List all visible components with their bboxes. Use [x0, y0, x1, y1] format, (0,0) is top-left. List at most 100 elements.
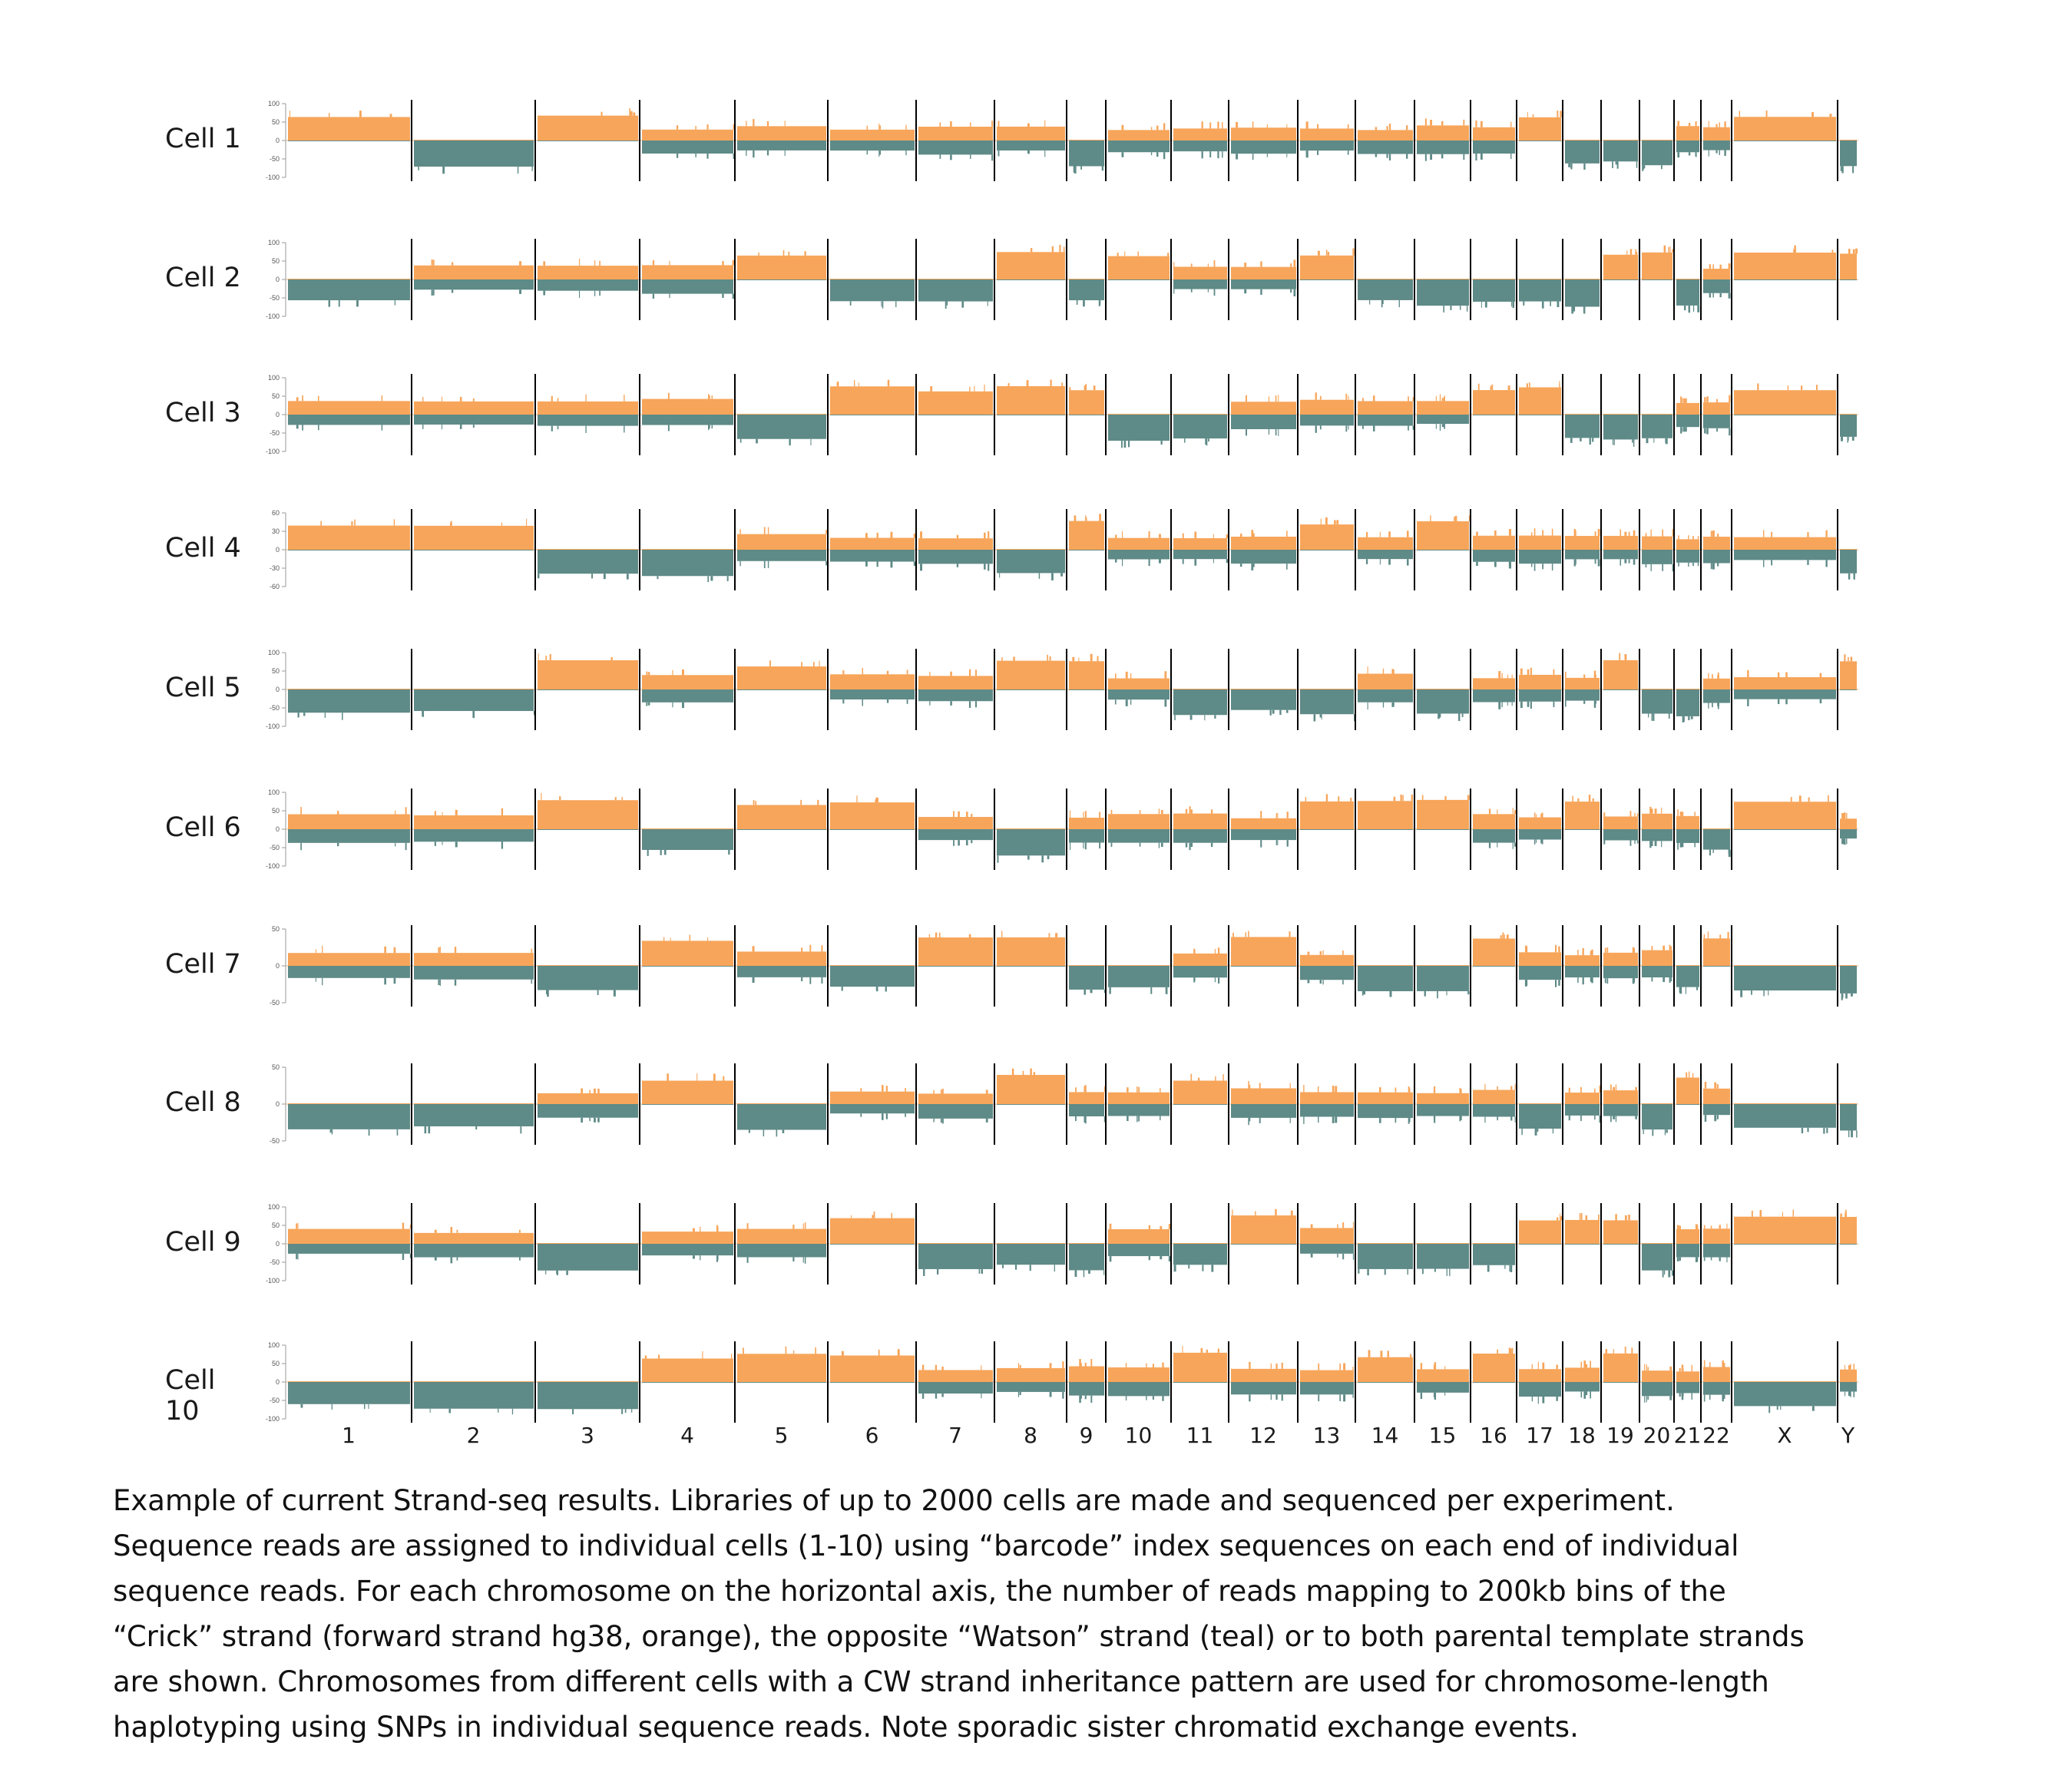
crick-bin — [1669, 246, 1671, 253]
watson-bin — [1156, 152, 1159, 157]
watson-bin — [1342, 1253, 1345, 1260]
crick-bin — [1378, 1087, 1381, 1093]
watson-bin — [1844, 838, 1846, 845]
crick-bin — [1645, 533, 1647, 537]
watson-bin — [1848, 573, 1851, 580]
crick-bar — [737, 255, 826, 279]
crick-bin — [1501, 673, 1503, 679]
crick-bin — [1375, 127, 1378, 131]
crick-bin — [1604, 947, 1606, 953]
crick-bin — [1275, 1208, 1277, 1216]
crick-bin — [1628, 531, 1630, 536]
watson-bin — [1537, 1397, 1539, 1404]
crick-bin — [1444, 1366, 1446, 1370]
watson-bar — [642, 279, 733, 294]
watson-bin — [1318, 1394, 1320, 1402]
watson-bar — [1231, 141, 1296, 154]
watson-bar — [414, 141, 534, 167]
crick-bin — [1061, 382, 1064, 386]
crick-bin — [802, 1223, 804, 1229]
crick-bin — [1613, 1086, 1616, 1091]
crick-bin — [1406, 125, 1408, 131]
crick-bar — [1519, 674, 1561, 689]
crick-bin — [1001, 931, 1003, 937]
watson-bin — [1580, 1115, 1582, 1122]
watson-bin — [789, 438, 791, 446]
watson-bin — [1204, 715, 1206, 721]
watson-bar — [642, 141, 733, 154]
watson-bin — [531, 167, 533, 171]
watson-bin — [1162, 1396, 1164, 1401]
crick-bin — [1510, 121, 1512, 127]
watson-bar — [538, 415, 638, 426]
y-tick-label: 100 — [268, 374, 280, 382]
crick-bin — [1520, 668, 1523, 675]
watson-bin — [1643, 165, 1646, 169]
crick-bin — [1033, 1072, 1036, 1076]
crick-bin — [1468, 515, 1471, 521]
crick-bin — [1663, 245, 1666, 253]
watson-bin — [1184, 438, 1186, 443]
watson-bin — [1594, 1115, 1596, 1120]
watson-bin — [1628, 559, 1630, 564]
cell-label: Cell 8 — [165, 1087, 241, 1118]
watson-bar — [1519, 279, 1561, 302]
watson-bin — [1841, 436, 1844, 441]
chromosome-label: 11 — [1186, 1423, 1214, 1448]
crick-bin — [1716, 398, 1718, 403]
crick-bin — [1585, 1215, 1588, 1220]
watson-bar — [642, 1382, 733, 1383]
cell-label: Cell 5 — [165, 673, 241, 703]
crick-bar — [1642, 1103, 1672, 1104]
crick-bin — [1510, 1348, 1512, 1354]
chromosome-label: 4 — [680, 1423, 694, 1448]
crick-bin — [1017, 1363, 1020, 1368]
crick-bin — [1497, 1086, 1498, 1090]
watson-bin — [1209, 151, 1212, 158]
watson-bin — [613, 990, 616, 997]
crick-bar — [1734, 965, 1836, 966]
crick-bin — [1197, 1077, 1200, 1081]
crick-bin — [1615, 1214, 1617, 1221]
crick-bin — [1379, 531, 1381, 537]
watson-bin — [1801, 1127, 1804, 1134]
watson-bar — [1676, 1244, 1699, 1258]
watson-bin — [322, 977, 323, 986]
crick-bin — [1530, 532, 1533, 536]
crick-bin — [695, 125, 696, 130]
crick-bin — [766, 121, 769, 127]
watson-bin — [300, 1404, 303, 1408]
watson-bar — [1473, 1244, 1515, 1265]
watson-bin — [1692, 305, 1695, 312]
crick-bar — [1358, 1357, 1413, 1382]
crick-bin — [676, 125, 679, 130]
crick-bin — [935, 932, 938, 938]
crick-bar — [1703, 537, 1730, 550]
crick-bar — [1173, 813, 1227, 829]
watson-bin — [1679, 987, 1682, 993]
watson-bin — [317, 425, 319, 431]
watson-bin — [1714, 1115, 1716, 1122]
watson-bin — [1293, 289, 1296, 297]
watson-bin — [1430, 154, 1432, 160]
watson-bar — [288, 966, 410, 978]
watson-bin — [1484, 1116, 1486, 1123]
watson-bar — [1642, 550, 1672, 564]
crick-bar — [918, 937, 993, 966]
crick-bin — [1507, 385, 1510, 391]
crick-bin — [1514, 810, 1517, 815]
watson-bar — [1108, 966, 1170, 987]
crick-bin — [1421, 795, 1424, 800]
watson-bin — [1644, 1396, 1646, 1403]
crick-bin — [1829, 114, 1832, 117]
watson-bin — [860, 1113, 862, 1117]
watson-bar — [1642, 829, 1672, 841]
crick-bar — [1069, 140, 1104, 141]
watson-bin — [1511, 301, 1513, 307]
chromosome-label: 10 — [1124, 1423, 1153, 1448]
crick-bin — [1532, 114, 1534, 117]
watson-bin — [1715, 150, 1718, 154]
crick-bin — [1260, 811, 1262, 818]
watson-bin — [1317, 150, 1319, 155]
watson-bar — [1069, 1244, 1104, 1271]
